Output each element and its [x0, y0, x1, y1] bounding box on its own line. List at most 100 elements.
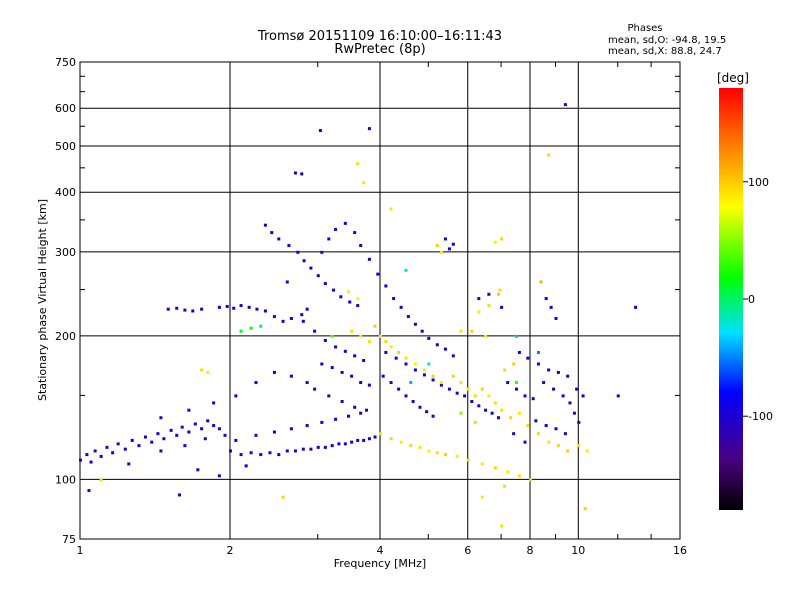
data-point [493, 401, 497, 405]
data-point [305, 424, 309, 428]
data-point [277, 237, 281, 241]
x-axis-label: Frequency [MHz] [334, 557, 426, 570]
data-point [111, 451, 115, 455]
data-point [285, 280, 289, 284]
phases-o-line: mean, sd,O: -94.8, 19.5 [608, 35, 726, 46]
data-point [496, 416, 500, 420]
data-point [350, 374, 354, 378]
data-point [484, 408, 488, 412]
data-point [554, 316, 558, 320]
data-point [356, 297, 360, 301]
data-point [200, 427, 204, 431]
y-tick-label: 75 [62, 533, 76, 546]
x-tick-label: 1 [77, 544, 84, 557]
data-point [367, 127, 371, 131]
data-point [359, 334, 363, 338]
data-point [365, 408, 369, 412]
data-point [572, 411, 576, 415]
data-point [130, 438, 134, 442]
data-point [547, 440, 551, 444]
data-point [563, 103, 567, 107]
data-point [487, 292, 491, 296]
data-point [409, 381, 413, 385]
data-point [268, 451, 272, 455]
data-point [234, 438, 238, 442]
data-point [343, 349, 347, 353]
data-point [529, 478, 532, 482]
data-point [509, 416, 513, 420]
data-point [281, 495, 285, 499]
data-point [300, 313, 304, 317]
data-point [561, 394, 565, 398]
data-point [217, 427, 221, 431]
y-tick-label: 400 [55, 186, 76, 199]
data-point [542, 381, 546, 385]
data-point [305, 307, 309, 311]
data-point [309, 266, 313, 270]
data-point [404, 356, 408, 360]
data-point [232, 306, 236, 310]
data-point [376, 272, 380, 276]
data-point [353, 405, 357, 409]
data-point [506, 470, 510, 474]
data-point [175, 433, 179, 437]
data-point [143, 435, 147, 439]
data-point [193, 422, 197, 426]
data-point [534, 419, 538, 423]
data-point [500, 305, 504, 309]
data-point [566, 374, 570, 378]
data-point [397, 387, 401, 391]
data-point [451, 242, 455, 246]
data-point [327, 237, 331, 241]
y-axis-label: Stationary phase Virtual Height [km] [36, 199, 49, 401]
data-point [459, 411, 463, 415]
data-point [463, 394, 467, 398]
data-point [353, 231, 357, 235]
data-point [346, 290, 350, 294]
data-point [293, 449, 297, 453]
data-point [200, 307, 204, 311]
data-point [435, 451, 439, 455]
y-tick-label: 300 [55, 246, 76, 259]
data-point [404, 394, 408, 398]
data-point [316, 274, 320, 278]
data-point [470, 400, 474, 404]
data-point [577, 420, 581, 424]
data-point [526, 356, 530, 360]
data-point [539, 280, 543, 284]
data-point [547, 368, 551, 372]
data-point [150, 440, 154, 444]
data-point [206, 370, 210, 374]
plot-area: 1 2 4 6 8 10 16 75 100 200 300 400 500 600 750 [55, 56, 687, 557]
data-point [447, 387, 451, 391]
data-point [506, 381, 510, 385]
data-point [480, 387, 484, 391]
data-point [99, 454, 103, 458]
colorbar-tick-label: -100 [748, 410, 773, 423]
data-point [320, 420, 324, 424]
colorbar: [deg] 100 0 -100 [717, 71, 773, 510]
data-point [305, 381, 309, 385]
data-point [634, 305, 638, 309]
data-point [327, 394, 331, 398]
data-point [418, 445, 422, 449]
data-point [544, 424, 548, 428]
data-point [289, 374, 293, 378]
data-point [346, 414, 350, 418]
data-point [439, 383, 443, 387]
data-point [334, 345, 338, 349]
data-point [367, 257, 371, 261]
data-point [473, 420, 477, 424]
colorbar-label: [deg] [717, 71, 749, 85]
data-point [263, 309, 267, 313]
data-point [334, 417, 338, 421]
data-point [585, 449, 589, 453]
x-axis-ticks: 1 2 4 6 8 10 16 [77, 62, 687, 557]
data-point [431, 378, 435, 382]
data-point [362, 181, 366, 185]
data-point [547, 153, 551, 157]
phases-title: Phases [627, 23, 662, 34]
data-point [517, 350, 521, 354]
x-tick-label: 16 [673, 544, 687, 557]
y-tick-label: 100 [55, 473, 76, 486]
